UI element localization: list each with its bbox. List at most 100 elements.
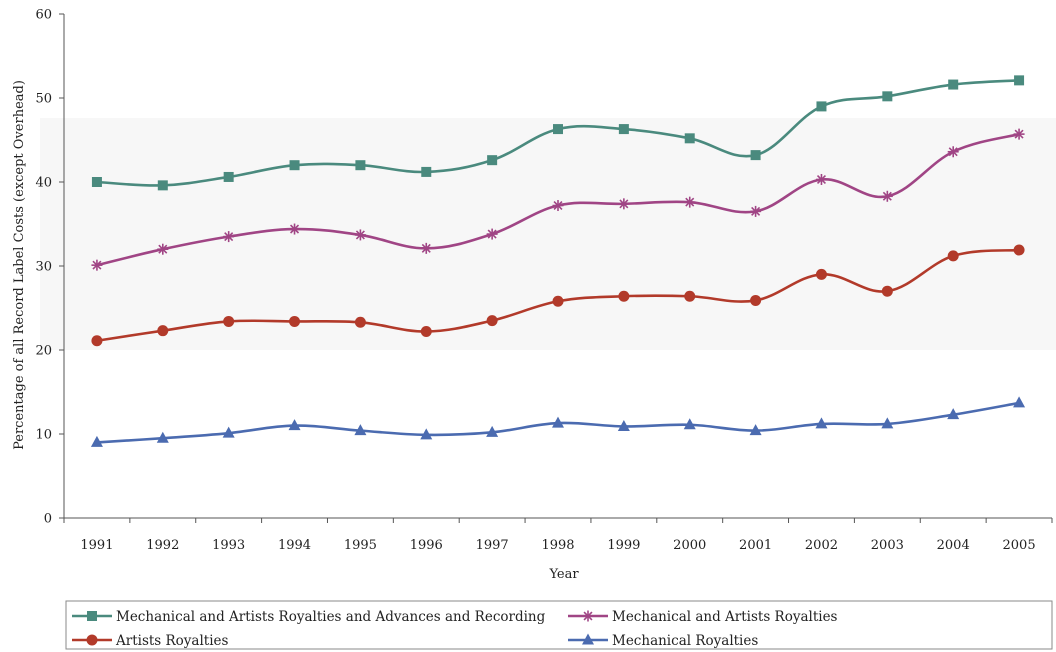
- data-point-triangle: [617, 419, 630, 431]
- y-tick-label: 10: [35, 428, 52, 443]
- data-point-circle: [552, 295, 564, 307]
- data-point-triangle: [486, 425, 499, 437]
- legend-item: Mechanical and Artists Royalties and Adv…: [72, 609, 546, 625]
- y-axis-title: Percentage of all Record Label Costs (ex…: [12, 80, 27, 450]
- data-point-star: [552, 200, 564, 212]
- data-point-circle: [157, 325, 169, 337]
- data-point-square: [91, 177, 102, 187]
- data-point-triangle: [881, 417, 894, 429]
- x-tick-label: 1998: [541, 538, 574, 553]
- star-stroke: [1014, 129, 1024, 139]
- data-point-square: [355, 160, 366, 171]
- data-point-square: [750, 150, 761, 161]
- data-point-square: [1014, 75, 1025, 86]
- data-point-triangle: [156, 431, 169, 443]
- data-point-square: [882, 91, 893, 102]
- x-tick-label: 1995: [344, 538, 377, 553]
- data-point-triangle: [222, 426, 235, 438]
- legend-box: [65, 600, 1053, 650]
- data-point-circle: [289, 315, 301, 327]
- data-point-triangle: [749, 424, 762, 436]
- data-point-circle: [223, 315, 235, 327]
- star-stroke: [619, 199, 629, 209]
- data-point-circle: [815, 268, 827, 280]
- data-point-triangle: [1013, 396, 1026, 408]
- data-point-circle: [618, 290, 630, 302]
- series-4: [90, 396, 1026, 447]
- data-point-star: [582, 610, 594, 622]
- x-tick-label: 1994: [278, 538, 311, 553]
- star-stroke: [421, 243, 431, 253]
- data-point-square: [618, 124, 629, 135]
- x-tick-label: 2002: [805, 538, 838, 553]
- data-point-square: [684, 133, 695, 144]
- data-point-triangle: [947, 408, 960, 420]
- x-tick-label: 1999: [607, 538, 640, 553]
- data-point-star: [618, 198, 630, 210]
- data-point-square: [289, 160, 300, 171]
- x-tick-label: 2001: [739, 538, 772, 553]
- data-point-triangle: [288, 419, 301, 431]
- data-point-circle: [684, 290, 696, 302]
- x-tick-label: 1993: [212, 538, 245, 553]
- legend: Mechanical and Artists Royalties and Adv…: [65, 600, 1053, 650]
- x-tick-label: 1991: [80, 538, 113, 553]
- data-point-triangle: [683, 418, 696, 430]
- data-point-circle: [750, 294, 762, 306]
- data-point-circle: [420, 326, 432, 338]
- star-stroke: [355, 230, 365, 240]
- star-stroke: [290, 224, 300, 234]
- y-tick-label: 50: [35, 92, 52, 107]
- data-point-star: [815, 173, 827, 185]
- star-stroke: [751, 206, 761, 216]
- series-2: [91, 128, 1025, 271]
- star-stroke: [583, 611, 593, 621]
- data-point-star: [947, 146, 959, 158]
- data-point-star: [486, 228, 498, 240]
- data-point-circle: [86, 634, 98, 646]
- y-tick-label: 60: [35, 8, 52, 23]
- data-point-triangle: [354, 424, 367, 436]
- star-stroke: [685, 197, 695, 207]
- data-point-square: [223, 171, 234, 182]
- data-point-square: [157, 180, 168, 191]
- data-point-triangle: [815, 417, 828, 429]
- legend-item: Mechanical Royalties: [568, 633, 758, 649]
- background-band: [40, 118, 1056, 350]
- data-point-star: [157, 243, 169, 255]
- data-point-circle: [354, 316, 366, 328]
- legend-label: Mechanical Royalties: [612, 633, 758, 649]
- y-axis-ticks: 0 10 20 30 40 50 60: [35, 8, 64, 527]
- x-tick-label: 1996: [410, 538, 443, 553]
- data-point-square: [487, 155, 498, 166]
- star-stroke: [948, 147, 958, 157]
- star-stroke: [882, 191, 892, 201]
- data-point-triangle: [420, 428, 433, 440]
- data-point-square: [816, 101, 827, 112]
- star-stroke: [224, 232, 234, 242]
- data-point-circle: [947, 250, 959, 262]
- x-axis-ticks: 1991 1992 1993 1994 1995 1996 1997 1998 1999 2000…: [63, 518, 1053, 553]
- data-point-circle: [91, 335, 103, 347]
- data-point-square: [87, 611, 97, 621]
- series-1: [91, 75, 1025, 191]
- data-point-star: [223, 231, 235, 243]
- series-group: [90, 75, 1026, 447]
- background-bands: [40, 118, 1056, 350]
- data-point-square: [948, 79, 959, 90]
- x-tick-label: 2004: [937, 538, 970, 553]
- data-point-star: [420, 242, 432, 254]
- x-tick-label: 2003: [871, 538, 904, 553]
- x-axis-title: Year: [548, 567, 579, 582]
- x-tick-label: 1992: [146, 538, 179, 553]
- data-point-star: [750, 205, 762, 217]
- data-point-triangle: [582, 633, 594, 645]
- x-tick-label: 1997: [476, 538, 509, 553]
- data-point-circle: [1013, 244, 1025, 256]
- legend-item: Artists Royalties: [72, 633, 229, 649]
- star-stroke: [487, 229, 497, 239]
- data-point-star: [354, 229, 366, 241]
- legend-item: Mechanical and Artists Royalties: [568, 609, 838, 625]
- y-tick-label: 40: [35, 176, 52, 191]
